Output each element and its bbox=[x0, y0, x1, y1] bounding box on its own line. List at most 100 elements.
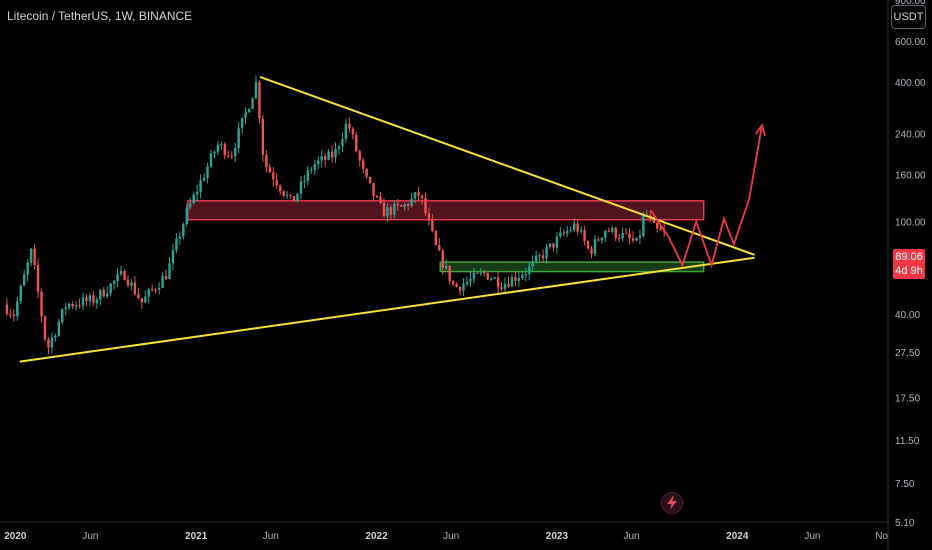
candle-body bbox=[531, 261, 534, 267]
candle-body bbox=[164, 275, 168, 280]
price-tick-label: 7.50 bbox=[895, 479, 915, 490]
candle-body bbox=[185, 207, 188, 225]
lower-trendline[interactable] bbox=[19, 256, 755, 363]
candle-body bbox=[372, 182, 375, 197]
time-tick-label: 2023 bbox=[546, 531, 569, 542]
price-tick-label: 240.00 bbox=[895, 129, 926, 140]
candle-body bbox=[362, 160, 365, 169]
candle-body bbox=[43, 316, 47, 340]
candle-body bbox=[334, 148, 337, 158]
candle-body bbox=[216, 144, 220, 152]
candle-body bbox=[230, 155, 233, 157]
candle-body bbox=[282, 191, 285, 196]
candle-body bbox=[313, 164, 316, 170]
candle-body bbox=[275, 179, 278, 186]
projection-layer bbox=[650, 123, 766, 269]
candle-body bbox=[306, 170, 310, 182]
candle-body bbox=[71, 303, 74, 307]
currency-button[interactable]: USDT bbox=[891, 5, 926, 29]
candle-body bbox=[247, 109, 251, 113]
candle-body bbox=[227, 155, 230, 157]
candle-body bbox=[106, 293, 109, 297]
candle-body bbox=[220, 144, 223, 146]
candle-body bbox=[438, 244, 441, 251]
candle-body bbox=[413, 192, 417, 199]
candle-body bbox=[272, 172, 275, 180]
chart-title: Litecoin / TetherUS, 1W, BINANCE bbox=[7, 9, 193, 23]
time-tick-label: No bbox=[875, 531, 888, 542]
candle-body bbox=[510, 276, 514, 287]
candle-body bbox=[40, 291, 43, 317]
candle-body bbox=[320, 156, 323, 161]
candle-body bbox=[144, 296, 147, 303]
price-tick-label: 900.00 bbox=[895, 0, 926, 7]
support-zone[interactable] bbox=[439, 261, 705, 273]
candle-body bbox=[462, 283, 465, 291]
candle-body bbox=[614, 227, 617, 238]
candle-body bbox=[303, 181, 306, 183]
candle-body bbox=[161, 275, 164, 288]
candle-body bbox=[365, 168, 368, 177]
time-tick-label: Jun bbox=[804, 531, 820, 542]
candle-body bbox=[36, 264, 40, 292]
candle-body bbox=[258, 81, 261, 119]
candle-body bbox=[175, 238, 178, 251]
candle-body bbox=[590, 248, 593, 254]
candle-body bbox=[555, 236, 559, 248]
candle-body bbox=[628, 233, 631, 239]
candle-body bbox=[251, 98, 254, 110]
candle-body bbox=[199, 180, 202, 192]
time-tick-label: Jun bbox=[443, 531, 459, 542]
zones-layer bbox=[187, 200, 705, 273]
candle-body bbox=[420, 195, 424, 199]
projection-path[interactable] bbox=[650, 125, 763, 269]
candle-body bbox=[541, 255, 545, 259]
candle-body bbox=[500, 287, 503, 289]
candle-body bbox=[569, 230, 572, 232]
candle-body bbox=[434, 231, 438, 245]
candle-body bbox=[292, 195, 296, 202]
candle-body bbox=[469, 278, 472, 282]
candle-body bbox=[182, 224, 185, 237]
candle-body bbox=[617, 237, 621, 239]
candle-body bbox=[375, 196, 379, 198]
candle-body bbox=[330, 151, 334, 158]
candle-body bbox=[514, 276, 517, 281]
candle-body bbox=[296, 193, 299, 202]
candle-body bbox=[476, 272, 479, 274]
candle-body bbox=[88, 295, 92, 302]
candle-body bbox=[112, 280, 116, 284]
candle-body bbox=[496, 277, 500, 288]
candle-body bbox=[393, 203, 396, 215]
bar-countdown: 4d 9h bbox=[895, 265, 923, 277]
candle-body bbox=[64, 307, 67, 309]
candle-body bbox=[348, 123, 351, 129]
upper-trendline[interactable] bbox=[259, 75, 755, 256]
resistance-zone[interactable] bbox=[187, 200, 705, 221]
candle-body bbox=[92, 295, 95, 304]
candle-body bbox=[26, 262, 29, 275]
candle-body bbox=[234, 148, 237, 157]
time-tick-label: Jun bbox=[623, 531, 639, 542]
candle-body bbox=[483, 272, 486, 274]
candle-body bbox=[47, 339, 50, 348]
candle-body bbox=[85, 297, 88, 302]
candle-body bbox=[119, 270, 123, 275]
candle-body bbox=[209, 153, 213, 167]
lightning-icon[interactable] bbox=[661, 492, 683, 514]
candle-body bbox=[61, 308, 64, 322]
candle-body bbox=[562, 232, 566, 234]
candle-body bbox=[140, 298, 144, 303]
candle-body bbox=[382, 202, 386, 217]
price-tick-label: 40.00 bbox=[895, 310, 920, 321]
candle-body bbox=[534, 255, 538, 262]
candle-body bbox=[524, 274, 527, 276]
lightning-glyph bbox=[667, 496, 677, 510]
candle-body bbox=[507, 283, 510, 287]
candle-body bbox=[559, 232, 562, 237]
candle-body bbox=[123, 270, 126, 280]
candle-body bbox=[465, 281, 469, 284]
price-tick-label: 5.10 bbox=[895, 518, 915, 529]
candle-body bbox=[213, 151, 216, 154]
